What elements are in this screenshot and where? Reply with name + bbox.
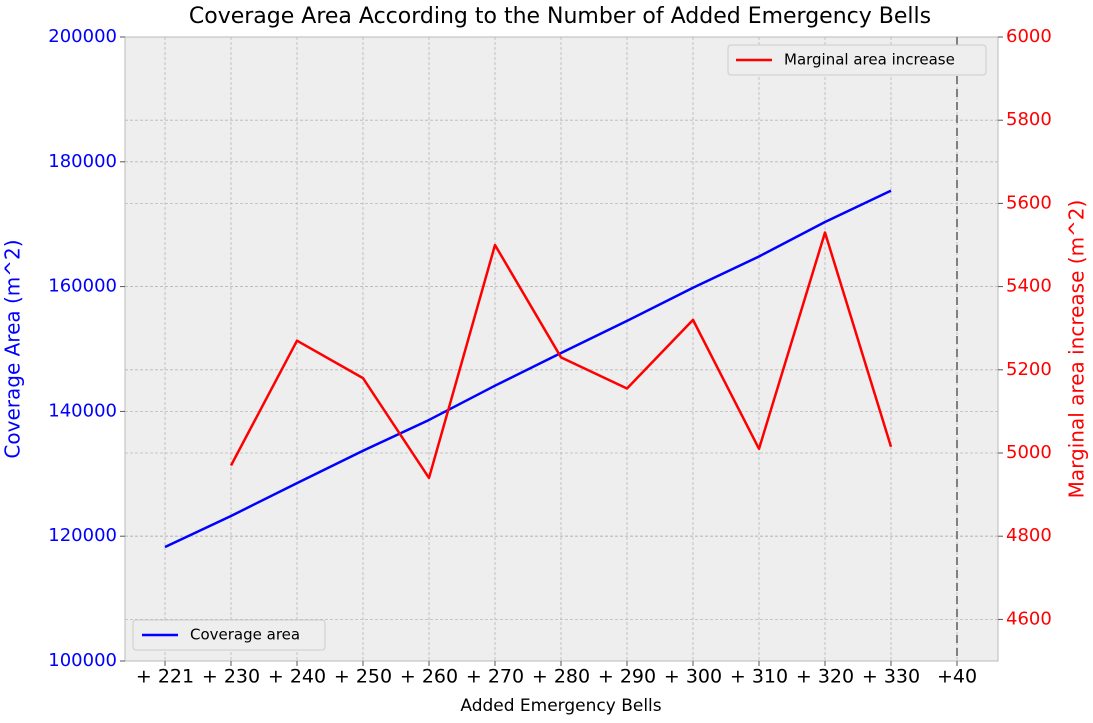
legend: Coverage area Marginal area increase [132, 44, 987, 651]
marks [164, 189, 893, 549]
y-tick-label: 120000 [48, 525, 117, 546]
y2-tick-label: 5800 [1006, 109, 1052, 130]
legend-label: Marginal area increase [784, 51, 955, 69]
y-tick-label: 180000 [48, 151, 117, 172]
x-tick-label: + 230 [202, 666, 260, 688]
plot-area [124, 36, 999, 662]
y2-tick-label: 5600 [1006, 192, 1052, 213]
y2-tick-label: 4800 [1006, 525, 1052, 546]
y2-tick-label: 5000 [1006, 442, 1052, 463]
x-axis-label: Added Emergency Bells [460, 696, 661, 716]
x-tick-label: + 250 [334, 666, 392, 688]
x-tick-label: + 221 [136, 666, 194, 688]
y-tick-label: 160000 [48, 276, 117, 297]
legend-box [132, 619, 326, 651]
y-tick-label: 200000 [48, 26, 117, 47]
y2-tick-label: 5400 [1006, 276, 1052, 297]
legend-box [727, 44, 987, 76]
series-line [164, 189, 892, 549]
x-tick-label: + 320 [796, 666, 854, 688]
series-line [229, 231, 893, 480]
y-axis-label: Coverage Area (m^2) [1, 239, 25, 458]
x-tick-label: +40 [937, 666, 977, 688]
y2-tick-label: 4600 [1006, 608, 1052, 629]
y2-axis-label: Marginal area increase (m^2) [1065, 200, 1089, 499]
grid [125, 36, 998, 662]
x-tick-label: + 270 [466, 666, 524, 688]
y2-tick-label: 5200 [1006, 359, 1052, 380]
y-tick-label: 140000 [48, 400, 117, 421]
x-tick-label: + 260 [400, 666, 458, 688]
x-tick-label: + 290 [598, 666, 656, 688]
x-tick-label: + 310 [730, 666, 788, 688]
x-tick-label: + 280 [532, 666, 590, 688]
x-tick-label: + 240 [268, 666, 326, 688]
x-tick-label: + 300 [664, 666, 722, 688]
y2-tick-label: 6000 [1006, 26, 1052, 47]
x-tick-label: + 330 [862, 666, 920, 688]
legend-label: Coverage area [190, 626, 300, 644]
chart-title: Coverage Area According to the Number of… [189, 4, 931, 29]
y-tick-label: 100000 [48, 650, 117, 671]
